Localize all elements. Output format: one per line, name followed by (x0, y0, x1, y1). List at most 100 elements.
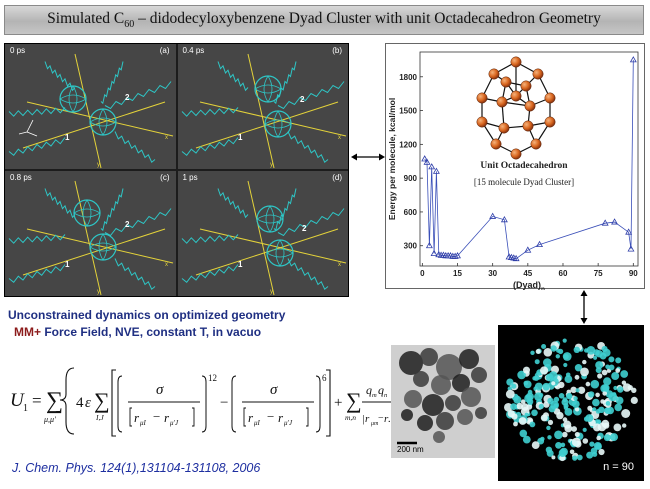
cluster-atom (542, 382, 550, 391)
cluster-atom (602, 384, 610, 392)
cluster-atom (590, 447, 598, 455)
cluster-atom (572, 455, 578, 461)
snapshot-d-graphic: x y 1 2 (181, 180, 346, 296)
data-point (489, 212, 497, 219)
svg-text:U: U (10, 390, 25, 411)
cluster-atom (593, 423, 601, 432)
svg-text:r: r (248, 410, 254, 425)
molecule-1-label: 1 (65, 260, 70, 269)
cluster-atom (520, 399, 526, 404)
svg-text:6: 6 (322, 373, 327, 383)
cluster-atom (516, 402, 523, 410)
snapshot-grid: x y 1 2 0 ps (a) x y 1 2 0.4 ps (b) x y 1 2 0.8 p… (4, 43, 349, 297)
snapshot-letter: (a) (159, 46, 170, 55)
buckyball (255, 205, 284, 233)
y-tick-label: 1800 (399, 73, 417, 82)
tem-particle (417, 415, 433, 431)
cluster-atom (505, 389, 515, 399)
tem-particle (404, 390, 422, 408)
octa-atom (510, 90, 522, 102)
cluster-atom (608, 356, 615, 363)
svg-text:μ'J: μ'J (170, 419, 179, 427)
tem-micrograph-image (399, 348, 487, 443)
molecule-2-label: 2 (302, 224, 307, 233)
buckyball-mesh (73, 199, 101, 227)
data-point (451, 252, 459, 259)
cluster-atom (585, 381, 591, 387)
buckyball-mesh (59, 85, 87, 113)
cluster-atom (555, 354, 560, 359)
cluster-atom (595, 350, 603, 358)
x-axis-line (22, 228, 166, 276)
cluster-atom (548, 405, 556, 413)
side-chain (100, 61, 124, 105)
buckyball (73, 199, 101, 227)
annotation-subtitle: [15 molecule Dyad Cluster] (474, 177, 574, 187)
tem-particle (401, 409, 413, 421)
cluster-atom (529, 421, 536, 428)
snapshot-time: 0.8 ps (10, 173, 32, 182)
cluster-atom (576, 454, 583, 461)
x-axis-label: (Dyad)n (513, 280, 545, 290)
octa-atom (510, 56, 522, 68)
cluster-atom (574, 407, 580, 412)
svg-text:∑: ∑ (46, 388, 63, 414)
cluster-atom (534, 382, 543, 391)
side-chain (8, 234, 66, 244)
svg-text:−: − (220, 395, 228, 411)
side-chain (104, 208, 172, 237)
cluster-atom (582, 438, 589, 444)
plot-frame (419, 51, 639, 267)
cluster-atom (531, 409, 538, 417)
y-axis-tag: y (97, 289, 100, 295)
snapshot-time: 0.4 ps (182, 46, 205, 55)
octa-atom (490, 138, 502, 150)
cluster-atom (615, 357, 622, 364)
x-tick-label: 30 (488, 269, 497, 278)
cluster-atom (574, 374, 580, 380)
cluster-atom (521, 403, 529, 411)
data-point (627, 245, 635, 252)
cluster-atom (597, 373, 603, 379)
cluster-atom (526, 398, 534, 405)
cluster-atom (613, 385, 618, 391)
tem-particle (399, 351, 423, 375)
svg-text:4: 4 (76, 395, 84, 411)
side-chain (217, 61, 248, 92)
cluster-atom (545, 446, 553, 453)
cluster-atom (546, 425, 551, 431)
cluster-atom (548, 371, 558, 381)
octa-atom (524, 100, 536, 112)
cluster-atom (586, 346, 596, 355)
cluster-atom (622, 423, 627, 428)
svg-text:+: + (334, 395, 342, 411)
y-tick-label: 1500 (399, 107, 417, 116)
cluster-atom (571, 426, 577, 432)
svg-text:r: r (134, 410, 140, 425)
cluster-atom (580, 367, 589, 377)
svg-text:−: − (378, 413, 384, 424)
x-tick-label: 0 (420, 269, 425, 278)
tem-particle (436, 354, 462, 380)
svg-text:−: − (153, 409, 160, 424)
cluster-atom (554, 430, 563, 440)
side-chain (181, 234, 238, 244)
data-point (536, 240, 544, 248)
tem-particle (459, 349, 479, 369)
cluster-atom (555, 442, 562, 449)
cluster-atom (570, 386, 577, 393)
cluster-atom (574, 432, 580, 437)
octa-atom (500, 76, 512, 88)
octa-atom (476, 92, 488, 104)
snapshot-letter: (d) (332, 173, 342, 182)
x-tick-label: 90 (629, 269, 638, 278)
data-point (625, 228, 633, 235)
cluster-atom (595, 361, 604, 370)
cluster-atom (541, 344, 547, 349)
y-axis-tag: y (97, 162, 100, 168)
cluster-atom (630, 396, 638, 404)
octa-atom (544, 92, 556, 104)
side-chain (8, 137, 66, 157)
y-tick-label: 900 (404, 174, 418, 183)
octa-atom (476, 116, 488, 128)
